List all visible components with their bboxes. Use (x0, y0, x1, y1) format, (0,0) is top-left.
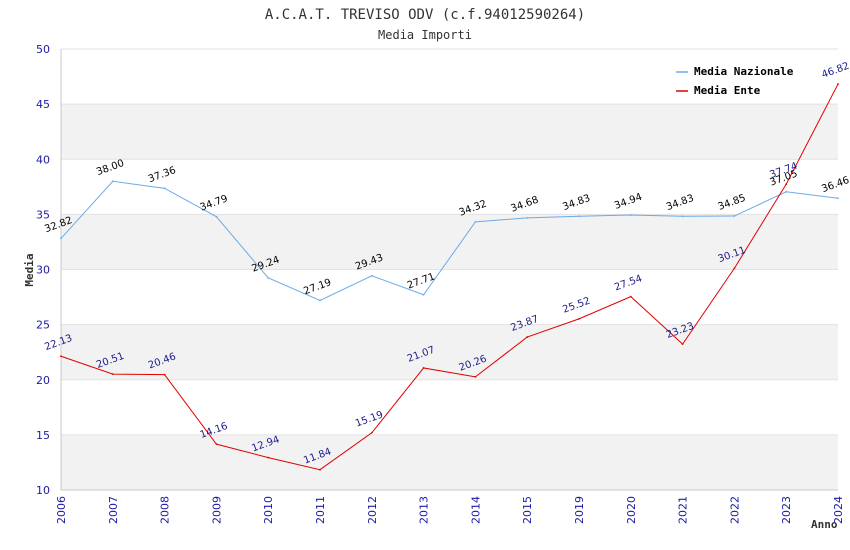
chart-subtitle: Media Importi (378, 28, 472, 42)
x-tick-label: 2024 (832, 496, 845, 524)
grid-band (61, 159, 838, 215)
x-tick-label: 2014 (469, 496, 482, 524)
x-tick-label: 2007 (107, 496, 120, 524)
data-point (733, 267, 736, 270)
data-point (111, 180, 114, 183)
x-tick-label: 2006 (55, 496, 68, 524)
data-point (526, 217, 529, 219)
data-point (681, 343, 684, 346)
data-point (733, 215, 736, 217)
x-tick-label: 2023 (780, 496, 793, 524)
y-axis-title: Media (23, 253, 36, 286)
x-tick-label: 2013 (418, 496, 431, 524)
data-point (370, 274, 373, 277)
x-axis-title: Anno (811, 518, 838, 531)
x-tick-label: 2008 (159, 496, 172, 524)
legend: Media Nazionale Media Ente (670, 60, 810, 102)
data-point (370, 431, 373, 434)
legend-box (670, 60, 810, 102)
data-point (60, 355, 62, 358)
data-point (526, 336, 529, 338)
x-tick-label: 2022 (728, 496, 741, 524)
data-point (629, 214, 632, 216)
data-point (215, 443, 218, 446)
plot-background-bands (61, 48, 838, 491)
y-tick-label: 20 (36, 374, 50, 387)
data-point (785, 183, 788, 186)
y-tick-label: 35 (36, 208, 50, 221)
x-tick-label: 2015 (521, 496, 534, 524)
axes (60, 49, 838, 491)
grid-band (61, 434, 838, 490)
data-point (60, 237, 62, 240)
data-point (319, 468, 321, 471)
series-lines (60, 83, 839, 471)
x-tick-label: 2011 (314, 496, 327, 524)
grid-band (61, 214, 838, 270)
tick-labels: 10 15 20 25 30 35 40 45 50 2006 2007 2008 2009 2010 20… (36, 43, 845, 524)
grid-band (61, 104, 838, 160)
y-tick-label: 30 (36, 264, 50, 277)
series-line-media-ente (60, 83, 839, 471)
x-tick-label: 2009 (210, 496, 223, 524)
data-point (681, 215, 684, 218)
data-point (163, 187, 166, 190)
y-tick-label: 10 (36, 484, 50, 497)
y-tick-label: 45 (36, 98, 50, 111)
data-point (319, 299, 321, 302)
data-point (474, 220, 477, 223)
grid-band (61, 379, 838, 435)
data-point (267, 276, 270, 279)
y-tick-label: 40 (36, 153, 50, 166)
y-tick-label: 25 (36, 319, 50, 332)
x-tick-label: 2021 (677, 496, 690, 524)
data-point (422, 367, 425, 369)
data-point (578, 317, 580, 320)
data-point (215, 215, 218, 218)
series-line-media-nazionale (60, 180, 839, 302)
x-tick-label: 2019 (573, 496, 586, 524)
data-point (785, 190, 788, 193)
x-tick-label: 2010 (262, 496, 275, 524)
data-point (163, 373, 166, 376)
data-point (837, 197, 839, 200)
legend-label-media-nazionale: Media Nazionale (694, 65, 794, 78)
data-point (422, 293, 425, 296)
data-point (837, 83, 839, 85)
data-point (111, 373, 114, 376)
y-tick-label: 50 (36, 43, 50, 56)
x-tick-label: 2020 (625, 496, 638, 524)
grid-band (61, 269, 838, 325)
y-tick-label: 15 (36, 429, 50, 442)
data-point (267, 456, 270, 459)
data-point (578, 215, 580, 218)
legend-label-media-ente: Media Ente (694, 84, 761, 97)
x-tick-label: 2012 (366, 496, 379, 524)
chart-title: A.C.A.T. TREVISO ODV (c.f.94012590264) (265, 7, 585, 23)
data-point (474, 375, 477, 378)
data-point (629, 295, 632, 298)
grid-band (61, 324, 838, 380)
